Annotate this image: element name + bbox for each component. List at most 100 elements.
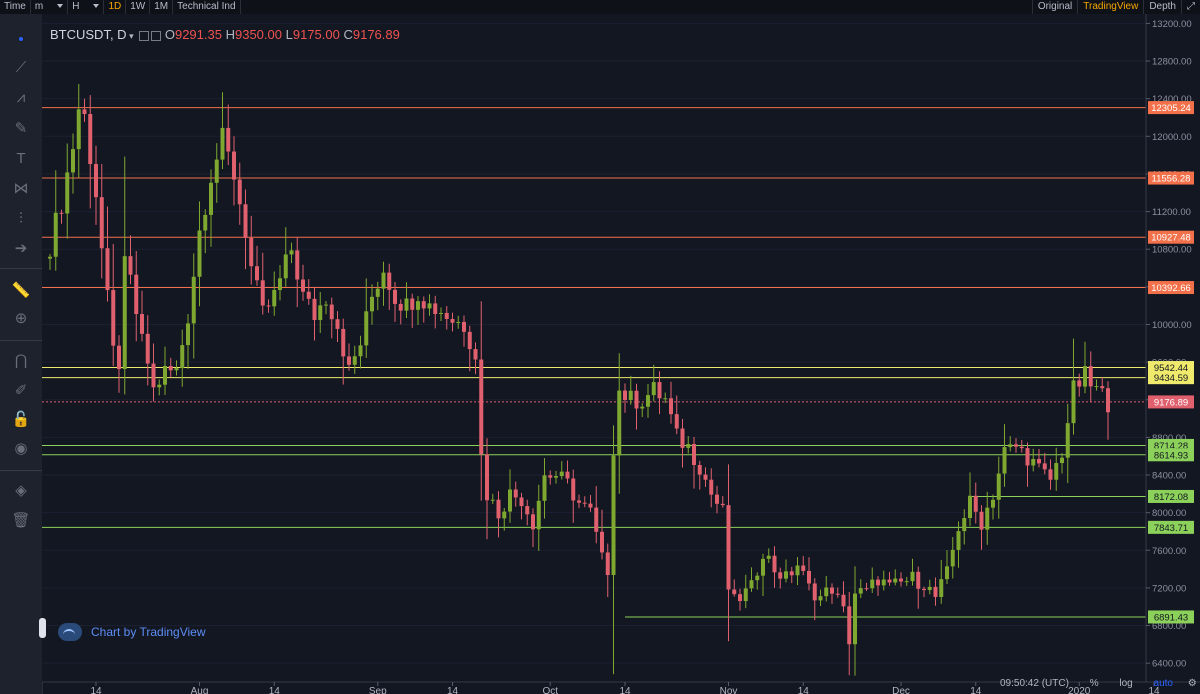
arrow-icon[interactable]: ➔ <box>14 240 28 257</box>
percent-scale-toggle[interactable]: % <box>1089 678 1099 689</box>
candle-body <box>847 606 852 645</box>
candle-body <box>536 500 541 530</box>
prediction-icon[interactable]: ⫶ <box>19 210 23 227</box>
toolbar-toggle-handle[interactable] <box>39 618 46 638</box>
candle-body <box>1100 386 1105 389</box>
utc-clock: 09:50:42 (UTC) <box>1000 678 1069 689</box>
candle-body <box>1014 444 1018 447</box>
candle-body <box>65 172 70 214</box>
fullscreen-icon[interactable]: ⤢ <box>1181 0 1200 14</box>
candle-body <box>950 549 955 567</box>
candle-body <box>1042 463 1047 470</box>
candle-body <box>830 587 834 594</box>
trend-line-icon[interactable]: ⟋ <box>15 59 27 76</box>
candle-body <box>732 589 737 595</box>
time-tick-label: Dec <box>892 686 910 694</box>
interval-1m[interactable]: 1M <box>150 0 174 14</box>
settings-square-icon[interactable] <box>139 30 150 41</box>
interval-1w[interactable]: 1W <box>126 0 151 14</box>
toolbar-divider <box>0 470 42 471</box>
candle-body <box>1083 366 1087 387</box>
candle-body <box>743 588 748 602</box>
candle-body <box>755 575 760 581</box>
text-tool-icon[interactable]: T <box>16 150 26 167</box>
candle-body <box>191 276 196 324</box>
candle-body <box>387 272 392 290</box>
level-tag <box>1148 610 1194 624</box>
lock-icon[interactable]: 🔓 <box>11 411 31 428</box>
price-tick-label: 8000.00 <box>1152 508 1186 519</box>
candle-body <box>519 497 524 507</box>
hide-square-icon[interactable] <box>151 30 162 41</box>
candle-body <box>703 474 708 480</box>
candlestick-chart[interactable]: 6400.00 6800.00 7200.00 7600.00 8000.00 8400.… <box>42 14 1200 694</box>
candle-body <box>48 256 52 259</box>
time-selector[interactable]: Time <box>0 0 31 14</box>
candle-body <box>812 583 817 601</box>
candle-body <box>508 489 512 512</box>
crosshair-icon[interactable]: • <box>18 31 24 48</box>
candle-body <box>76 109 81 150</box>
hour-dropdown[interactable]: H <box>68 0 105 14</box>
ruler-icon[interactable]: 📏 <box>11 282 31 299</box>
magnet-icon[interactable]: ⋂ <box>14 352 28 369</box>
fib-retracement-icon[interactable]: ⩘ <box>16 89 26 106</box>
auto-scale-toggle[interactable]: auto <box>1153 678 1173 689</box>
level-tag-label: 10392.66 <box>1151 283 1191 294</box>
candle-body <box>870 579 875 589</box>
eye-icon[interactable]: ◉ <box>14 440 28 457</box>
minute-dropdown[interactable]: m <box>31 0 69 14</box>
trash-icon[interactable]: 🗑 <box>11 512 31 529</box>
candle-body <box>99 197 104 249</box>
candle-body <box>134 274 139 315</box>
candle-body <box>554 476 558 478</box>
candle-body <box>410 298 415 310</box>
time-tick-label: Oct <box>542 686 558 694</box>
view-original[interactable]: Original <box>1031 0 1077 14</box>
candle-body <box>145 333 150 364</box>
view-tradingview[interactable]: TradingView <box>1077 0 1143 14</box>
candle-body <box>214 159 219 183</box>
close-label: C <box>343 27 353 42</box>
candle-body <box>444 312 449 319</box>
candle-body <box>956 531 961 550</box>
candle-body <box>853 593 857 645</box>
log-scale-toggle[interactable]: log <box>1119 678 1133 689</box>
candle-body <box>260 280 265 306</box>
technical-indicators-button[interactable]: Technical Ind <box>173 0 241 14</box>
low-label: L <box>285 27 293 42</box>
candle-body <box>496 499 501 519</box>
candle-body <box>617 390 622 456</box>
candle-body <box>105 248 110 291</box>
lock-drawing-icon[interactable]: ✐ <box>14 382 28 399</box>
candle-body <box>651 382 656 396</box>
layers-icon[interactable]: ◈ <box>15 482 27 499</box>
brush-icon[interactable]: ✎ <box>14 120 28 137</box>
tradingview-credit[interactable]: Chart by TradingView <box>58 623 206 641</box>
candle-body <box>301 279 305 292</box>
candle-body <box>531 514 535 530</box>
open-value: 9291.35 <box>174 27 222 42</box>
price-tick-label: 11200.00 <box>1152 207 1191 218</box>
level-tag-label: 12305.24 <box>1151 103 1191 114</box>
symbol-label[interactable]: BTCUSDT, D <box>50 27 127 42</box>
price-axis[interactable] <box>1146 14 1200 694</box>
price-tick-label: 8800.00 <box>1152 433 1186 444</box>
view-depth[interactable]: Depth <box>1143 0 1181 14</box>
gear-icon[interactable]: ⚙ <box>1187 678 1197 689</box>
candle-body <box>416 301 420 310</box>
plot-area[interactable] <box>42 14 1146 682</box>
high-value: 9350.00 <box>234 27 282 42</box>
chevron-down-icon[interactable]: ▾ <box>126 31 134 41</box>
level-tag <box>1148 489 1194 503</box>
time-ticks: 14Aug14Sep14Oct14Nov14Dec14202014Feb <box>90 682 1160 694</box>
zoom-icon[interactable]: ⊕ <box>14 310 28 327</box>
candle-body <box>818 596 823 601</box>
pattern-icon[interactable]: ⋈ <box>13 180 29 197</box>
time-tick-label: 14 <box>970 686 982 694</box>
candle-body <box>140 314 144 334</box>
level-tag <box>1148 171 1194 185</box>
candle-body <box>835 593 840 595</box>
interval-1d[interactable]: 1D <box>104 0 127 14</box>
level-tag-label: 8614.93 <box>1154 450 1188 461</box>
